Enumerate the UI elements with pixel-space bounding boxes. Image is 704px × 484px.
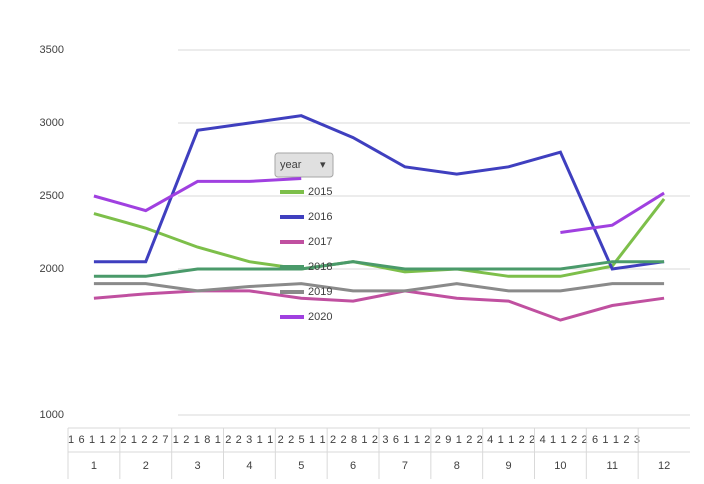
day-row: 1 6 1 1 2 2 1 2 2 7 1 2 1 8 1 2 2 3 1 1 … — [68, 434, 640, 446]
x-tick-label: 12 — [658, 460, 670, 472]
x-tick-label: 5 — [298, 460, 304, 472]
year-filter-button[interactable] — [274, 152, 334, 178]
legend-label: 2019 — [308, 286, 332, 298]
legend-label: 2015 — [308, 186, 332, 198]
x-tick-label: 7 — [402, 460, 408, 472]
x-tick-label: 4 — [246, 460, 252, 472]
y-tick-label: 2000 — [40, 263, 64, 275]
legend-title: year — [280, 159, 302, 171]
x-tick-label: 6 — [350, 460, 356, 472]
legend-label: 2016 — [308, 211, 332, 223]
series-line — [93, 260, 665, 278]
x-tick-label: 11 — [607, 460, 618, 472]
x-tick-label: 10 — [554, 460, 566, 472]
legend-label: 2020 — [308, 311, 332, 323]
x-tick-label: 9 — [506, 460, 512, 472]
x-tick-label: 3 — [195, 460, 201, 472]
series-line — [93, 289, 665, 322]
y-tick-label: 3500 — [40, 44, 64, 56]
filter-icon: ▾ — [320, 159, 326, 171]
x-tick-label: 1 — [91, 460, 97, 472]
legend-label: 2018 — [308, 261, 332, 273]
series-line — [93, 114, 665, 271]
x-tick-label: 8 — [454, 460, 460, 472]
y-tick-label: 1000 — [40, 409, 64, 421]
series-line — [93, 282, 665, 293]
legend-label: 2017 — [308, 236, 332, 248]
y-tick-label: 3000 — [40, 117, 64, 129]
series-line — [93, 176, 665, 234]
x-tick-label: 2 — [143, 460, 149, 472]
y-tick-label: 2500 — [40, 190, 64, 202]
